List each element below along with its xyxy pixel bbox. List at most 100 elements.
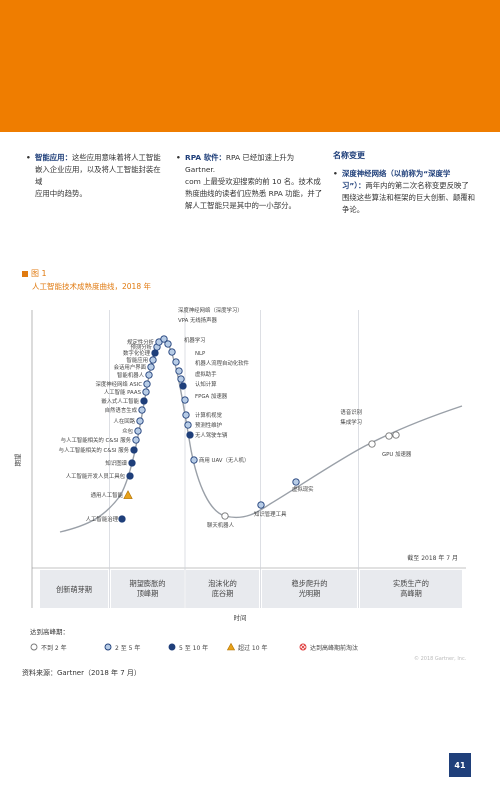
point-label: 嵌入式人工智能	[101, 397, 139, 405]
point-marker	[385, 432, 393, 440]
point-label: 虚拟助手	[195, 370, 217, 378]
point-marker	[136, 417, 144, 425]
point-marker	[142, 388, 150, 396]
figure-number: 图 1	[22, 268, 47, 279]
x-axis-label: 时间	[234, 613, 247, 622]
figure-number-text: 图 1	[31, 269, 47, 278]
y-axis-label: 期望	[13, 453, 22, 467]
point-marker	[140, 397, 148, 405]
point-label: 深度神经网络 ASIC	[95, 380, 142, 388]
point-marker	[126, 472, 134, 480]
legend-marker	[104, 643, 112, 651]
column-smart-applications: • 智能应用：这些应用意味着将人工智能 嵌入企业应用，以及将人工智能封装在域 应…	[26, 152, 161, 200]
point-label: 与人工智能相关的 C&SI 服务	[59, 446, 130, 454]
legend-marker	[168, 643, 176, 651]
phase-label: 顶峰期	[137, 589, 159, 598]
text: 解人工智能只是其中的一小部分。	[185, 201, 296, 210]
phase-band	[111, 570, 184, 608]
point-label: 机器学习	[184, 336, 206, 344]
point-label: 规定性分析	[127, 338, 155, 346]
point-label: 人在回路	[113, 417, 135, 425]
point-marker	[392, 431, 400, 439]
bullet: •	[176, 153, 181, 162]
point-marker	[182, 411, 190, 419]
point-marker	[147, 363, 155, 371]
point-marker	[221, 512, 229, 520]
point-label: 虚拟现实	[292, 485, 314, 493]
point-label: VPA 无线扬声器	[178, 316, 218, 324]
term: 习”）：	[342, 181, 366, 190]
legend-label: 达到高峰期前淘汰	[310, 644, 358, 652]
phase-label: 光明期	[299, 589, 321, 598]
header-band	[0, 0, 500, 132]
legend-label: 5 至 10 年	[179, 644, 208, 652]
point-marker	[175, 367, 183, 375]
point-marker	[151, 349, 159, 357]
point-marker	[134, 427, 142, 435]
legend-marker	[30, 643, 38, 651]
term: 深度神经网络（以前称为“深度学	[342, 169, 451, 178]
point-label: FPGA 加速器	[195, 392, 228, 400]
legend-title: 达到高峰期：	[30, 627, 69, 636]
point-label: 认知计算	[195, 380, 217, 388]
point-label: GPU 加速器	[382, 450, 412, 458]
text: com 上最受欢迎搜索的前 10 名。技术成	[185, 177, 321, 186]
phase-band	[262, 570, 357, 608]
bullet: •	[333, 169, 338, 178]
term: 智能应用：	[35, 153, 72, 162]
phase-label: 底谷期	[212, 589, 234, 598]
point-label: 商用 UAV（无人机）	[199, 456, 249, 464]
point-label: 语音识别	[340, 408, 362, 416]
text: 应用中的趋势。	[35, 189, 87, 198]
point-label: 集成学习	[340, 418, 362, 426]
point-marker	[368, 440, 376, 448]
point-label: 知识管理工具	[254, 510, 287, 518]
point-label: 数字化伦理	[123, 349, 151, 357]
point-label: 预测性维护	[195, 421, 222, 429]
point-label: 智能应用	[126, 356, 148, 364]
point-label: 知识图谱	[105, 459, 127, 467]
point-label: 计算机视觉	[195, 411, 223, 419]
legend-label: 超过 10 年	[238, 644, 267, 652]
figure-title: 人工智能技术成熟度曲线，2018 年	[32, 282, 151, 291]
point-marker	[132, 436, 140, 444]
legend-label: 不到 2 年	[41, 644, 67, 652]
point-marker	[186, 431, 194, 439]
point-marker	[168, 348, 176, 356]
legend-label: 2 至 5 年	[115, 644, 140, 652]
point-label: 与人工智能相关的 C&SI 服务	[61, 436, 132, 444]
point-marker	[177, 375, 185, 383]
page-number: 41	[449, 753, 471, 777]
point-marker	[145, 371, 153, 379]
column-name-change: 名称变更 • 深度神经网络（以前称为“深度学 习”）：两年内的第二次名称变更反映…	[333, 150, 483, 216]
text: 熟度曲线的读者们应熟悉 RPA 功能，并了	[185, 189, 323, 198]
point-marker	[143, 380, 151, 388]
text: 两年内的第二次名称变更反映了	[365, 181, 469, 190]
text: 这些应用意味着将人工智能	[71, 153, 161, 162]
text: 嵌入企业应用，以及将人工智能封装在域	[35, 165, 161, 186]
figure-marker-square	[22, 270, 28, 277]
point-marker	[138, 406, 146, 414]
text: RPA 已经加速上升为 Gartner.	[185, 153, 295, 174]
point-marker	[118, 515, 126, 523]
phase-label: 稳步爬升的	[292, 579, 328, 588]
phase-label: 高峰期	[400, 589, 422, 598]
legend-marker	[299, 643, 307, 651]
legend-marker	[226, 642, 236, 651]
point-marker	[149, 356, 157, 364]
phase-label: 实质生产的	[393, 579, 429, 588]
phase-label: 创新萌芽期	[56, 585, 92, 594]
point-marker	[292, 478, 300, 486]
section-heading: 名称变更	[333, 151, 365, 160]
phase-label: 期望膨胀的	[130, 579, 166, 588]
point-label: 预测分析	[130, 343, 152, 351]
point-marker	[128, 459, 136, 467]
point-label: 聊天机器人	[207, 521, 235, 529]
point-marker	[123, 490, 133, 499]
as-of-label: 截至 2018 年 7 月	[407, 554, 458, 562]
phase-band	[360, 570, 462, 608]
text: 围绕这些算法和框架的巨大创新、颠覆和	[342, 193, 476, 202]
text: 争论。	[342, 205, 365, 214]
point-label: 无人驾驶车辆	[195, 431, 228, 439]
